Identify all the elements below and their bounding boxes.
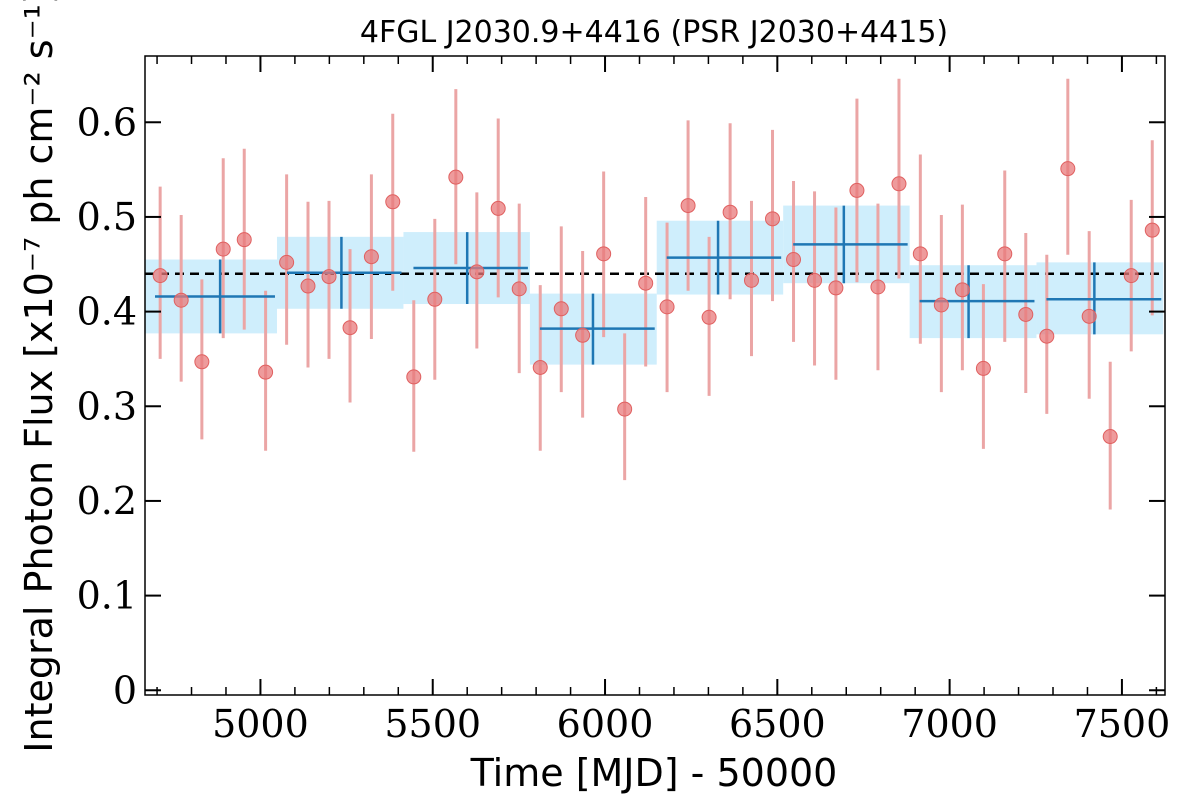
short-bin-point bbox=[765, 211, 781, 227]
plot-area bbox=[145, 78, 1165, 510]
x-tick-label: 5000 bbox=[212, 702, 309, 746]
short-bin-point bbox=[300, 278, 316, 294]
short-bin-point bbox=[258, 364, 274, 380]
y-tick-label: 0.5 bbox=[77, 195, 137, 239]
y-axis-label: Integral Photon Flux [x10⁻⁷ ph cm⁻² s⁻¹] bbox=[17, 0, 61, 753]
short-bin-point bbox=[1102, 429, 1118, 445]
short-bin-point bbox=[173, 292, 189, 308]
short-bin-point bbox=[1018, 306, 1034, 322]
short-bin-point bbox=[363, 249, 379, 265]
short-bin-point bbox=[680, 198, 696, 214]
x-tick-label: 6000 bbox=[557, 702, 654, 746]
y-tick-label: 0.1 bbox=[77, 574, 137, 618]
x-tick-label: 6500 bbox=[729, 702, 826, 746]
short-bin-point bbox=[1039, 328, 1055, 344]
short-bin-point bbox=[786, 252, 802, 268]
x-tick-label: 5500 bbox=[384, 702, 481, 746]
y-tick-label: 0.4 bbox=[77, 290, 137, 334]
short-bin-point bbox=[701, 309, 717, 325]
short-bin-point bbox=[997, 246, 1013, 262]
short-bin-point bbox=[490, 200, 506, 216]
short-bin-point bbox=[194, 354, 210, 370]
short-bin-point bbox=[385, 194, 401, 210]
short-bin-point bbox=[743, 272, 759, 288]
x-tick-label: 7000 bbox=[901, 702, 998, 746]
short-bin-point bbox=[912, 246, 928, 262]
short-bin-point bbox=[596, 246, 612, 262]
short-bin-point bbox=[511, 281, 527, 297]
short-bin-point bbox=[427, 291, 443, 307]
short-bin-point bbox=[532, 359, 548, 375]
short-bin-point bbox=[575, 327, 591, 343]
short-bin-point bbox=[933, 297, 949, 313]
y-tick-label: 0 bbox=[113, 668, 137, 712]
short-bin-point bbox=[1060, 161, 1076, 177]
short-bin-point bbox=[152, 268, 168, 284]
short-bin-point bbox=[342, 320, 358, 336]
y-tick-label: 0.3 bbox=[77, 384, 137, 428]
short-bin-point bbox=[321, 269, 337, 285]
short-bin-point bbox=[1123, 268, 1139, 284]
plot-frame bbox=[144, 55, 1166, 696]
short-bin-point bbox=[553, 301, 569, 317]
short-bin-point bbox=[870, 279, 886, 295]
short-bin-point bbox=[659, 299, 675, 315]
short-bin-point bbox=[236, 232, 252, 248]
short-bin-point bbox=[975, 360, 991, 376]
chart-title: 4FGL J2030.9+4416 (PSR J2030+4415) bbox=[360, 15, 948, 50]
short-bin-point bbox=[1144, 222, 1160, 238]
short-bin-point bbox=[828, 280, 844, 296]
y-tick-label: 0.6 bbox=[77, 100, 137, 144]
axes: 5000 5500 6000 6500 7000 7500 0 0.1 0.2 0.3 0.4 0.5… bbox=[77, 55, 1171, 746]
short-bin-point bbox=[954, 282, 970, 298]
x-tick-label: 7500 bbox=[1074, 702, 1171, 746]
short-bin-point bbox=[406, 369, 422, 385]
short-bin-point bbox=[279, 254, 295, 270]
short-bin-point bbox=[1081, 308, 1097, 324]
short-bin-point bbox=[891, 176, 907, 192]
short-bin-point bbox=[215, 241, 231, 257]
short-bin-point bbox=[617, 401, 633, 417]
short-bin-point bbox=[448, 169, 464, 185]
short-bin-point bbox=[469, 264, 485, 280]
y-tick-label: 0.2 bbox=[77, 479, 137, 523]
x-axis-label: Time [MJD] - 50000 bbox=[470, 751, 838, 795]
short-bin-point bbox=[722, 204, 738, 220]
short-bin-point bbox=[807, 272, 823, 288]
short-bin-point bbox=[638, 275, 654, 291]
short-bin-point bbox=[849, 182, 865, 198]
